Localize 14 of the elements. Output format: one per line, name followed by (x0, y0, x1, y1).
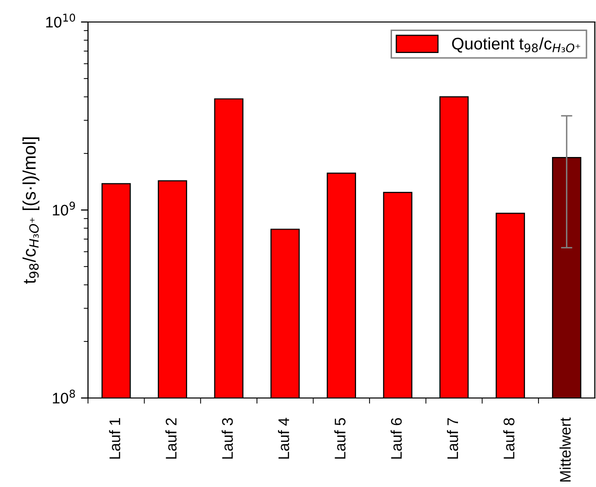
x-tick-label: Lauf 1 (109, 418, 120, 459)
x-tick-label: Lauf 2 (165, 418, 177, 459)
y-tick-label: 10$^{9}$ (52, 202, 75, 216)
x-tick-label: Mittelwert (560, 418, 571, 482)
x-tick-label: Lauf 5 (334, 418, 346, 459)
x-tick-label: Lauf 8 (503, 418, 514, 459)
legend-label: Quotient t$_{98}$/c$_{H₃O⁺}$ (452, 37, 580, 53)
y-axis-title: t$_{98}$/c$_{H₃O⁺}$ [(s·l)/mol] (22, 137, 40, 284)
x-tick-label: Lauf 7 (446, 418, 458, 459)
x-tick-label: Lauf 3 (222, 418, 233, 459)
x-tick-label: Lauf 6 (390, 418, 402, 459)
y-tick-label: 10$^{10}$ (46, 14, 76, 28)
y-tick-label: 10$^{8}$ (52, 390, 75, 404)
x-tick-label: Lauf 4 (278, 418, 290, 459)
